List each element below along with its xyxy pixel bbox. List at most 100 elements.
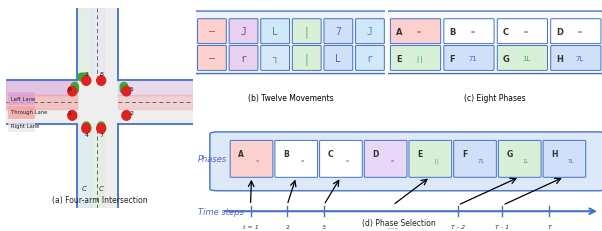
Text: 2: 2 [285, 224, 289, 229]
Text: L: L [272, 27, 278, 37]
Bar [77, 125, 91, 208]
Text: B: B [449, 28, 456, 36]
Text: (c) Eight Phases: (c) Eight Phases [464, 94, 526, 103]
Circle shape [122, 87, 131, 97]
Text: 2: 2 [129, 111, 134, 116]
Text: =: = [577, 29, 582, 35]
Text: T - 1: T - 1 [495, 224, 509, 229]
Circle shape [78, 74, 85, 82]
FancyBboxPatch shape [197, 46, 226, 71]
Text: Time steps: Time steps [197, 207, 244, 216]
FancyBboxPatch shape [261, 20, 290, 44]
Text: B: B [283, 149, 289, 158]
Text: ||: || [433, 158, 440, 164]
Text: ┐: ┐ [272, 53, 278, 63]
Circle shape [68, 111, 76, 121]
Text: 3: 3 [84, 72, 88, 77]
Circle shape [68, 87, 76, 97]
Text: ─: ─ [208, 27, 214, 37]
Text: =: = [301, 158, 304, 164]
FancyBboxPatch shape [543, 141, 586, 178]
FancyBboxPatch shape [197, 20, 226, 44]
Text: Left Lane: Left Lane [11, 96, 35, 101]
Text: t = 1: t = 1 [243, 224, 258, 229]
FancyBboxPatch shape [293, 20, 321, 44]
Circle shape [71, 86, 78, 94]
FancyBboxPatch shape [356, 20, 384, 44]
FancyBboxPatch shape [391, 20, 441, 44]
Bar [8, 93, 34, 105]
Text: (d) Phase Selection: (d) Phase Selection [362, 218, 436, 227]
Text: E: E [396, 54, 402, 63]
Text: 5: 5 [129, 87, 134, 91]
FancyBboxPatch shape [551, 46, 601, 71]
Text: =: = [524, 29, 529, 35]
Text: Right Lane: Right Lane [11, 123, 39, 128]
FancyBboxPatch shape [364, 141, 407, 178]
Circle shape [71, 83, 78, 91]
FancyBboxPatch shape [498, 141, 541, 178]
Text: D: D [556, 28, 563, 36]
Text: │: │ [303, 52, 309, 64]
FancyBboxPatch shape [551, 20, 601, 44]
Text: =: = [346, 158, 349, 164]
FancyBboxPatch shape [230, 141, 273, 178]
Circle shape [98, 122, 105, 131]
FancyBboxPatch shape [229, 20, 258, 44]
Text: D: D [372, 149, 379, 158]
Text: A: A [396, 28, 402, 36]
FancyBboxPatch shape [261, 46, 290, 71]
FancyBboxPatch shape [229, 46, 258, 71]
Text: Through Lane: Through Lane [11, 110, 47, 115]
Text: =: = [256, 158, 259, 164]
Text: J: J [367, 27, 373, 37]
FancyBboxPatch shape [387, 12, 602, 74]
Text: L: L [335, 53, 341, 63]
Bar [6, 81, 77, 95]
Circle shape [82, 124, 91, 134]
Circle shape [120, 83, 128, 91]
FancyBboxPatch shape [497, 20, 547, 44]
Circle shape [82, 76, 91, 86]
Text: H: H [551, 149, 557, 158]
Text: r: r [367, 53, 373, 63]
Text: F: F [450, 54, 455, 63]
Text: │: │ [303, 26, 309, 38]
FancyBboxPatch shape [324, 20, 353, 44]
FancyBboxPatch shape [194, 12, 386, 74]
FancyBboxPatch shape [409, 141, 452, 178]
Text: C: C [82, 185, 87, 191]
Text: ─: ─ [208, 53, 214, 63]
Text: 8: 8 [99, 72, 103, 77]
Text: (b) Twelve Movements: (b) Twelve Movements [247, 94, 334, 103]
Text: A: A [238, 149, 244, 158]
Text: Phases: Phases [197, 155, 227, 164]
Text: 4: 4 [84, 132, 88, 137]
FancyBboxPatch shape [275, 141, 318, 178]
Text: ......: ...... [386, 224, 399, 229]
Bar [118, 95, 193, 110]
Text: C: C [503, 28, 509, 36]
Text: 6: 6 [67, 87, 71, 91]
Text: E: E [417, 149, 423, 158]
FancyBboxPatch shape [444, 20, 494, 44]
Text: J: J [240, 27, 246, 37]
FancyBboxPatch shape [391, 46, 441, 71]
Text: T - 2: T - 2 [451, 224, 465, 229]
Text: 7: 7 [335, 27, 341, 37]
Text: 71: 71 [478, 158, 485, 164]
Text: T: T [547, 224, 551, 229]
FancyBboxPatch shape [324, 46, 353, 71]
Circle shape [120, 86, 128, 94]
Text: 3: 3 [321, 224, 326, 229]
Text: ||: || [415, 55, 424, 62]
Bar [118, 81, 193, 95]
FancyBboxPatch shape [444, 46, 494, 71]
FancyBboxPatch shape [293, 46, 321, 71]
Text: 7L: 7L [576, 56, 584, 62]
Text: H: H [556, 54, 563, 63]
Text: 7L: 7L [568, 158, 574, 164]
Text: =: = [471, 29, 475, 35]
Text: C: C [99, 185, 104, 191]
Text: =: = [417, 29, 421, 35]
